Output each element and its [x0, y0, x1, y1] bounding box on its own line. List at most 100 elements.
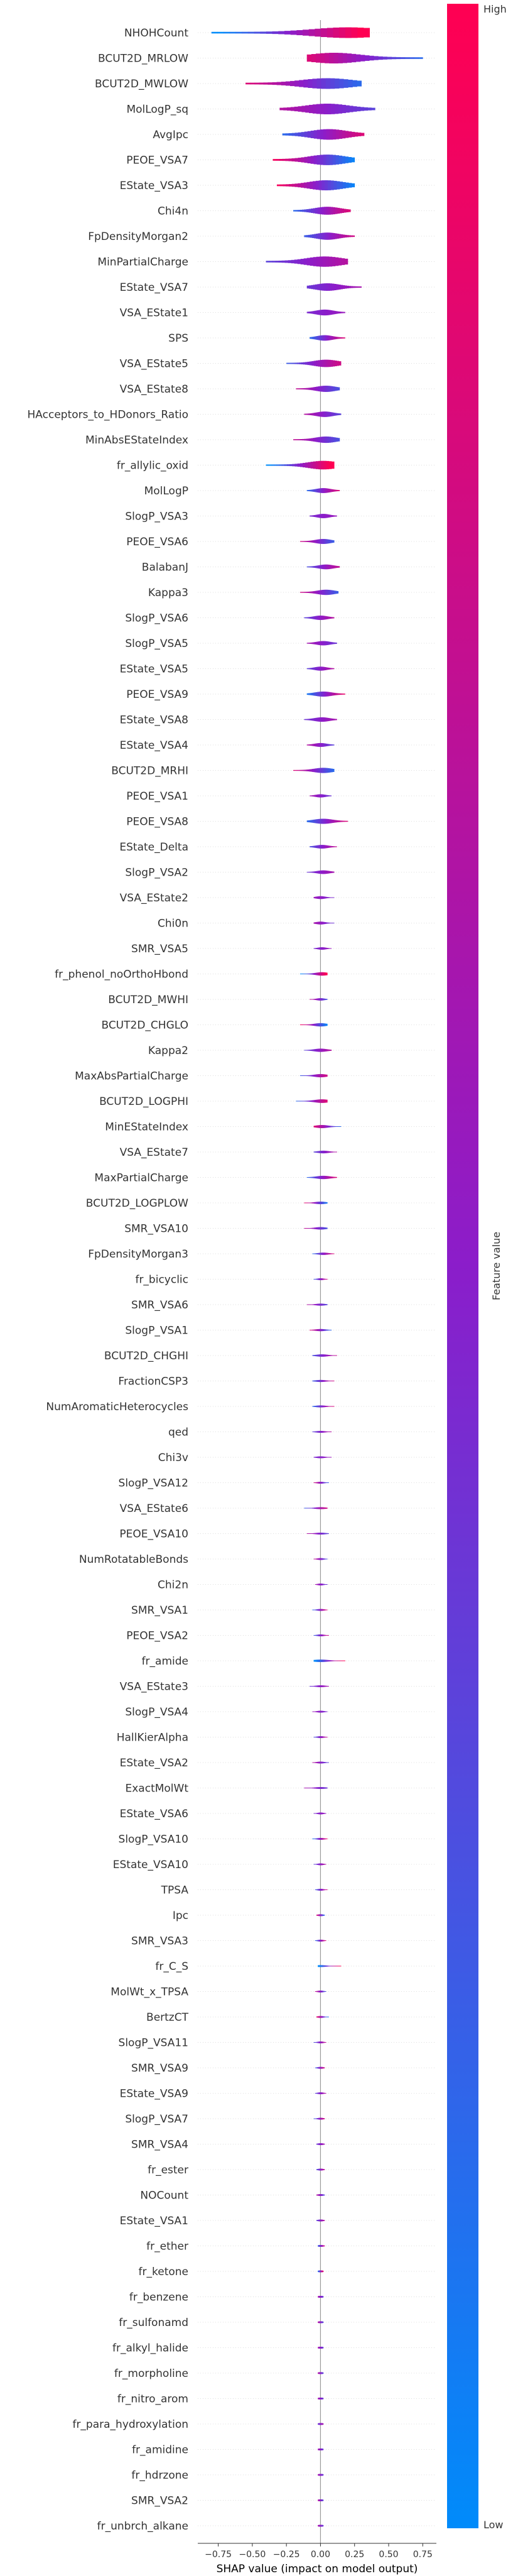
violin-segment: [307, 1024, 309, 1026]
violin-segment: [316, 743, 318, 747]
feature-label-maxabspartialcharge: MaxAbsPartialCharge: [75, 1070, 188, 1083]
violin-segment: [323, 1150, 325, 1154]
violin-segment: [325, 488, 328, 493]
violin-segment: [320, 1558, 321, 1560]
violin-segment: [319, 1379, 320, 1383]
violin-segment: [310, 795, 311, 796]
violin-vsa-estate5: [286, 359, 342, 367]
violin-segment: [325, 1406, 327, 1407]
violin-segment: [325, 870, 327, 874]
violin-segment: [321, 2219, 322, 2222]
violin-segment: [323, 2143, 325, 2145]
violin-segment: [320, 1965, 322, 1967]
violin-segment: [340, 820, 342, 822]
violin-segment: [323, 1711, 325, 1712]
violin-segment: [305, 413, 308, 415]
violin-segment: [338, 361, 342, 366]
violin-segment: [317, 896, 319, 899]
violin-segment: [324, 1940, 325, 1942]
violin-segment: [328, 1176, 330, 1179]
violin-segment: [309, 438, 311, 442]
violin-segment: [319, 2168, 320, 2171]
violin-segment: [310, 566, 313, 568]
violin-segment: [347, 285, 349, 289]
violin-segment: [300, 259, 305, 264]
violin-segment: [326, 1889, 328, 1890]
violin-segment: [323, 1736, 324, 1738]
violin-segment: [329, 411, 332, 417]
violin-segment: [316, 1761, 318, 1764]
violin-segment: [323, 1940, 325, 1942]
violin-segment: [338, 258, 342, 266]
feature-label-peoe-vsa6: PEOE_VSA6: [126, 536, 188, 548]
violin-segment: [307, 361, 310, 366]
feature-label-vsa-estate6: VSA_EState6: [120, 1503, 188, 1515]
violin-segment: [318, 2194, 320, 2196]
violin-segment: [310, 1533, 311, 1534]
violin-segment: [313, 285, 316, 290]
violin-segment: [314, 489, 316, 492]
violin-segment: [326, 972, 328, 976]
violin-segment: [320, 2194, 321, 2196]
violin-segment: [323, 1558, 325, 1560]
violin-segment: [318, 514, 320, 518]
violin-fr-alkyl-halide: [318, 2347, 324, 2349]
violin-segment: [317, 1303, 318, 1306]
violin-segment: [323, 2245, 325, 2247]
violin-segment: [313, 1558, 315, 1560]
violin-segment: [316, 998, 318, 1001]
violin-segment: [333, 386, 335, 391]
violin-segment: [321, 539, 323, 544]
violin-segment: [306, 719, 308, 720]
feature-label-peoe-vsa8: PEOE_VSA8: [126, 816, 188, 829]
violin-segment: [278, 31, 285, 35]
violin-segment: [317, 2067, 318, 2068]
violin-segment: [307, 769, 310, 771]
violin-segment: [314, 1864, 315, 1865]
violin-segment: [313, 896, 315, 899]
violin-segment: [325, 1227, 326, 1229]
violin-segment: [318, 616, 320, 620]
violin-segment: [319, 1609, 320, 1611]
violin-segment: [320, 53, 325, 63]
violin-segment: [313, 819, 315, 823]
violin-segment: [315, 284, 318, 290]
violin-segment: [325, 436, 328, 443]
violin-segment: [320, 2143, 321, 2145]
violin-segment: [345, 182, 349, 188]
violin-segment: [318, 1431, 320, 1433]
violin-segment: [310, 311, 312, 314]
violin-segment: [352, 235, 355, 237]
violin-segment: [320, 1991, 321, 1992]
violin-segment: [315, 768, 317, 773]
x-tick-label: 0.50: [379, 2550, 398, 2560]
violin-segment: [326, 1099, 328, 1103]
violin-segment: [316, 845, 318, 849]
violin-segment: [325, 922, 327, 924]
violin-segment: [314, 616, 316, 620]
violin-segment: [304, 1508, 306, 1509]
violin-segment: [318, 2143, 320, 2145]
violin-segment: [325, 1965, 327, 1967]
violin-segment: [311, 413, 313, 416]
violin-segment: [320, 1379, 321, 1383]
violin-segment: [342, 285, 345, 289]
violin-exactmolwt: [304, 1787, 328, 1789]
violin-segment: [329, 845, 331, 848]
violin-segment: [325, 743, 326, 747]
violin-segment: [317, 284, 320, 290]
violin-segment: [324, 1303, 325, 1306]
violin-segment: [341, 337, 343, 339]
violin-segment: [318, 180, 322, 190]
violin-segment: [313, 845, 315, 848]
violin-peoe-vsa1: [310, 794, 332, 798]
violin-segment: [323, 743, 325, 747]
violin-segment: [369, 55, 374, 61]
violin-segment: [333, 1151, 335, 1153]
violin-segment: [339, 208, 342, 214]
violin-segment: [319, 1965, 321, 1967]
violin-segment: [320, 768, 322, 773]
violin-segment: [315, 1227, 317, 1229]
violin-segment: [296, 362, 299, 364]
violin-segment: [332, 1151, 334, 1153]
